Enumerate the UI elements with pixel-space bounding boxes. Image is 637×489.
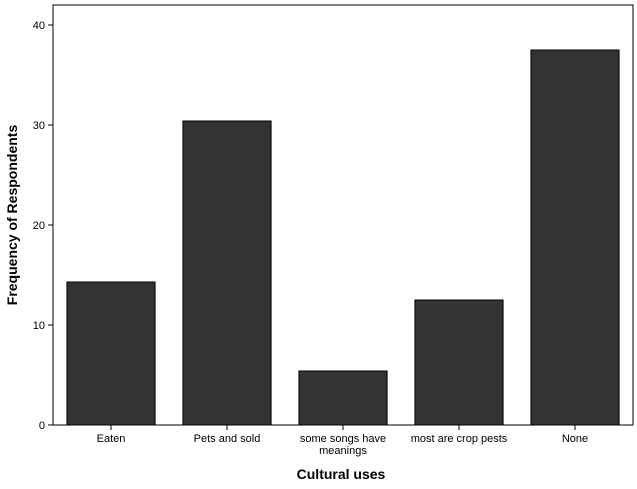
x-axis-title: Cultural uses [297, 466, 386, 482]
x-tick-label: Pets and sold [194, 433, 261, 445]
x-tick-label: None [562, 433, 588, 445]
bar [414, 299, 504, 426]
bar [530, 49, 620, 426]
y-tick-label: 20 [33, 220, 45, 232]
y-tick-label: 0 [39, 420, 45, 432]
y-axis: 0 10 20 30 40 [33, 20, 53, 432]
y-tick-label: 10 [33, 320, 45, 332]
x-tick-label: some songs have [300, 433, 386, 445]
y-tick-label: 40 [33, 20, 45, 32]
bar [298, 370, 388, 426]
x-tick-label: Eaten [97, 433, 126, 445]
x-axis: Eaten Pets and sold some songs havemeaning… [97, 425, 588, 457]
y-tick-label: 30 [33, 120, 45, 132]
x-tick-label: meanings [319, 445, 367, 457]
y-axis-title: Frequency of Respondents [4, 125, 20, 306]
bar [66, 281, 156, 426]
bars [66, 49, 620, 426]
bar [182, 120, 272, 426]
x-tick-label: most are crop pests [411, 433, 508, 445]
